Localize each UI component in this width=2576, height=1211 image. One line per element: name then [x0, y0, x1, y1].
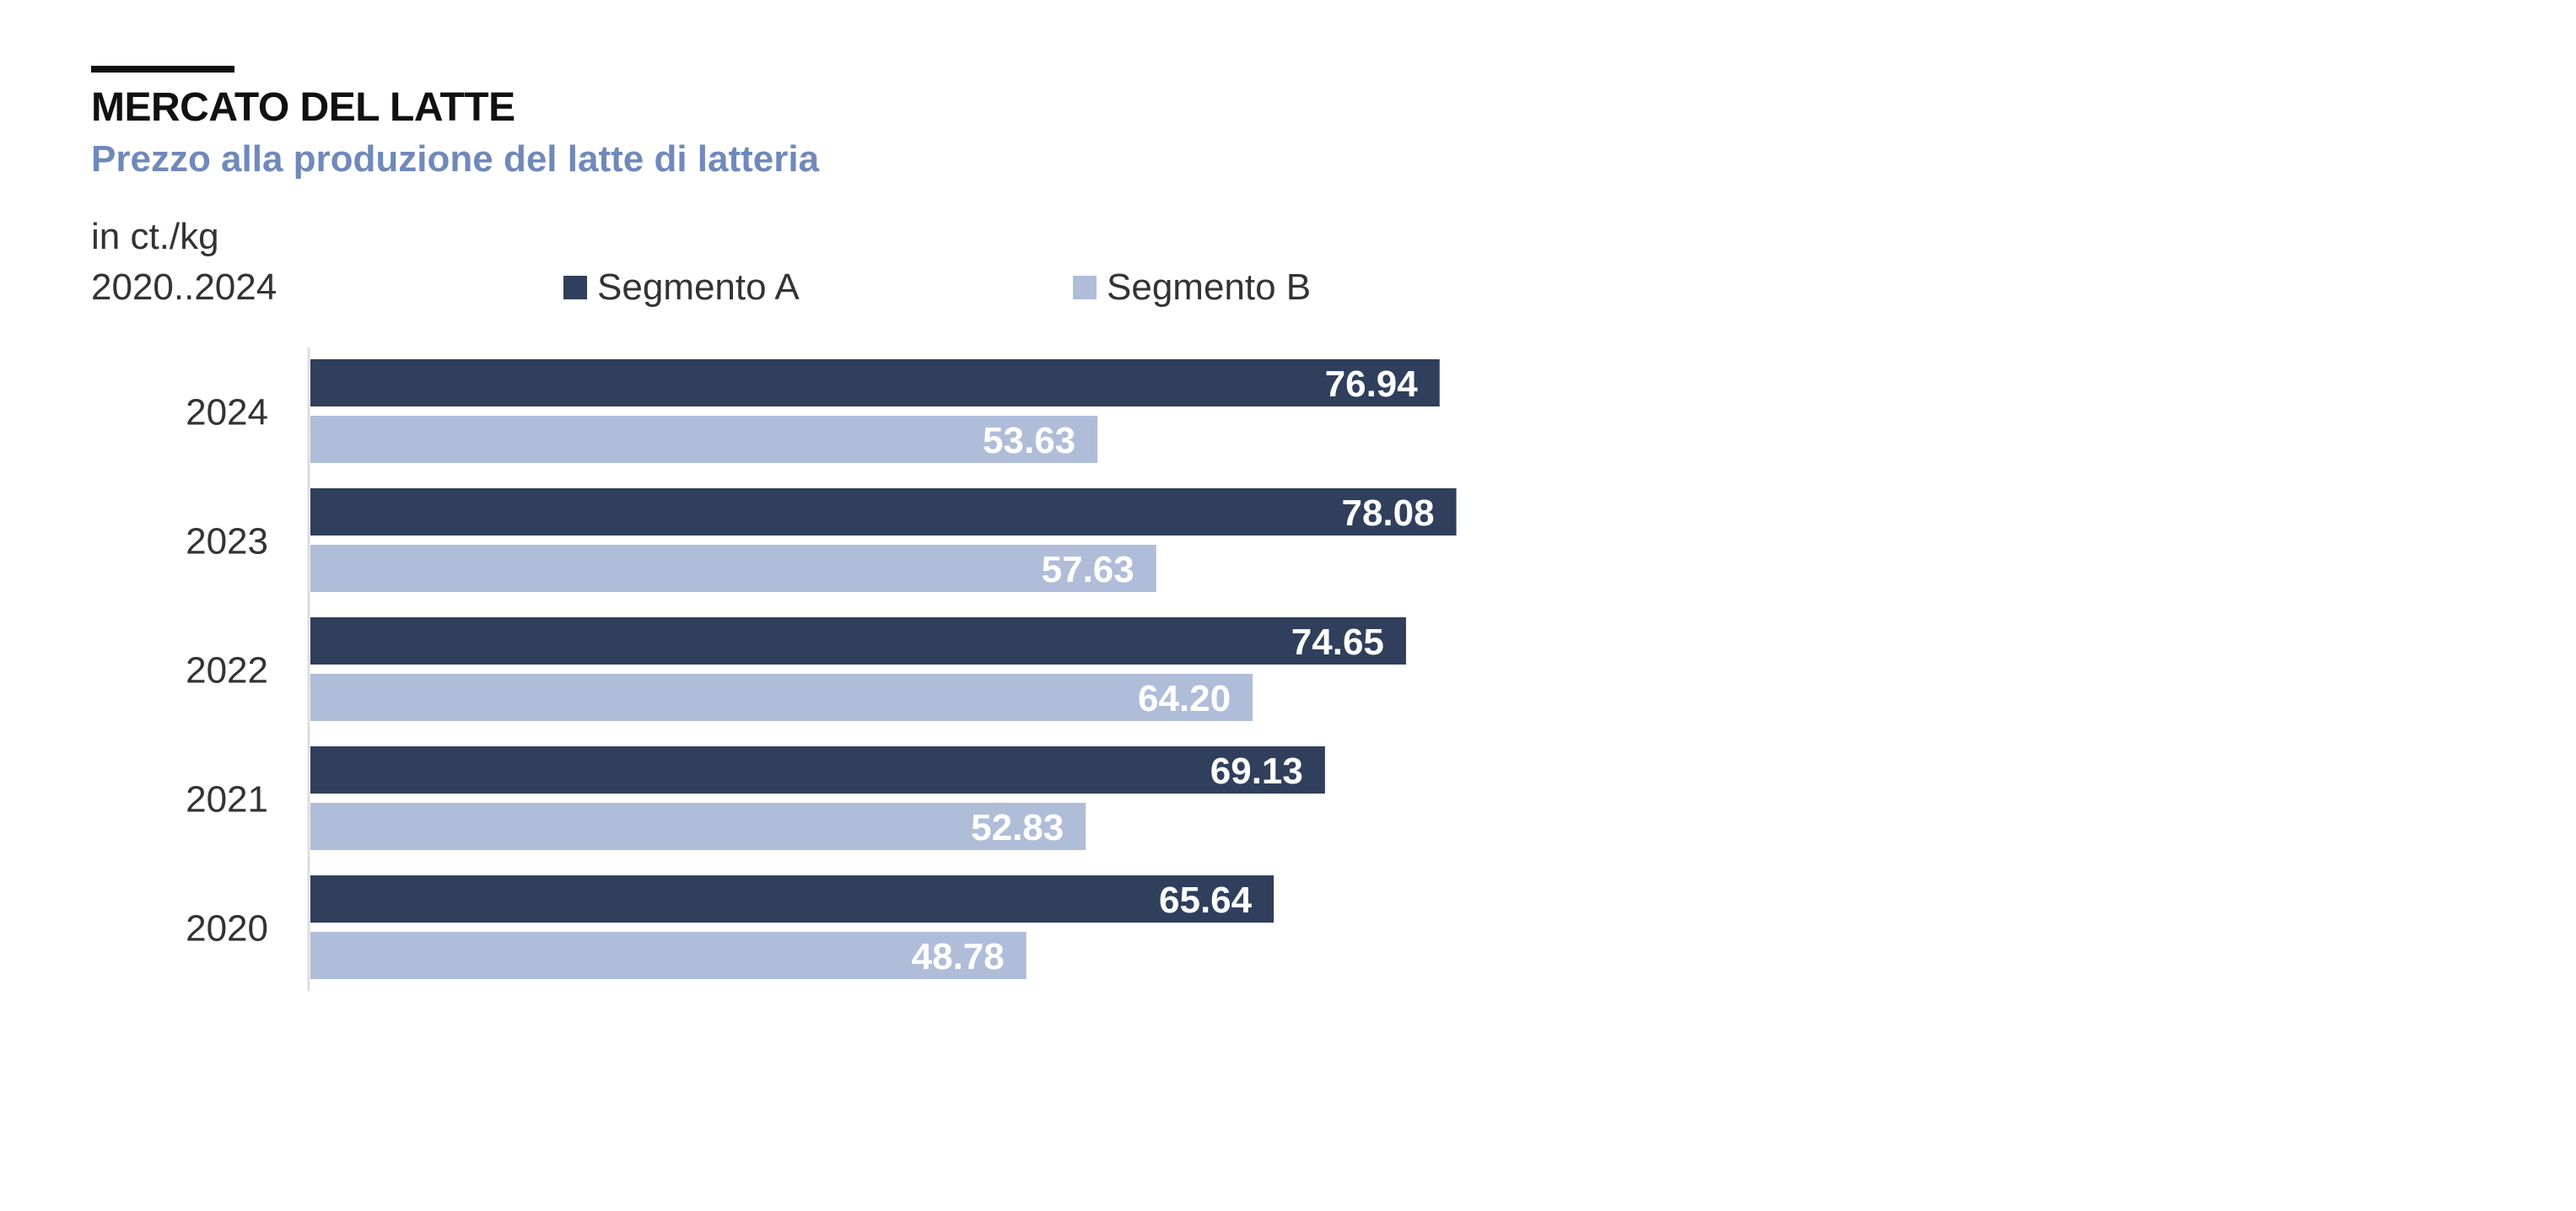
category-label-2023: 2023: [186, 521, 268, 562]
bar-segmento-a-2021: [310, 746, 1325, 794]
data-label-segmento-b-2022: 64.20: [1138, 678, 1231, 719]
bar-segmento-a-2022: [310, 617, 1406, 665]
legend-item-segmento-a: Segmento A: [563, 266, 800, 309]
title-accent-bar: [91, 66, 234, 73]
bar-segmento-a-2024: [310, 359, 1440, 406]
data-label-segmento-b-2020: 48.78: [912, 936, 1005, 977]
unit-label: in ct./kg: [91, 216, 219, 257]
bar-segmento-a-2020: [310, 875, 1275, 923]
data-label-segmento-b-2023: 57.63: [1042, 549, 1134, 590]
legend-label-segmento-b: Segmento B: [1107, 266, 1312, 308]
chart-title: MERCATO DEL LATTE: [91, 85, 515, 130]
bar-segmento-b-2021: [310, 803, 1086, 850]
period-label: 2020..2024: [91, 266, 278, 308]
data-label-segmento-a-2024: 76.94: [1325, 363, 1419, 405]
data-label-segmento-a-2023: 78.08: [1341, 492, 1434, 534]
legend-item-segmento-b: Segmento B: [1073, 266, 1311, 309]
legend-swatch-segmento-b: [1073, 276, 1097, 299]
legend-label-segmento-a: Segmento A: [597, 266, 800, 308]
data-label-segmento-a-2020: 65.64: [1159, 880, 1253, 921]
bar-segmento-b-2022: [310, 674, 1253, 721]
bar-segmento-a-2023: [310, 488, 1457, 536]
data-label-segmento-b-2024: 53.63: [983, 420, 1075, 461]
category-label-2020: 2020: [186, 908, 268, 950]
data-label-segmento-a-2021: 69.13: [1210, 751, 1303, 792]
category-label-2022: 2022: [186, 650, 268, 692]
data-label-segmento-b-2021: 52.83: [971, 807, 1064, 848]
legend-swatch-segmento-a: [563, 276, 587, 299]
bar-segmento-b-2020: [310, 932, 1027, 979]
chart-subtitle: Prezzo alla produzione del latte di latt…: [91, 138, 820, 180]
bar-segmento-b-2023: [310, 545, 1156, 592]
data-label-segmento-a-2022: 74.65: [1291, 622, 1384, 663]
bar-segmento-b-2024: [310, 416, 1098, 463]
category-label-2021: 2021: [186, 779, 268, 821]
category-label-2024: 2024: [186, 392, 268, 433]
